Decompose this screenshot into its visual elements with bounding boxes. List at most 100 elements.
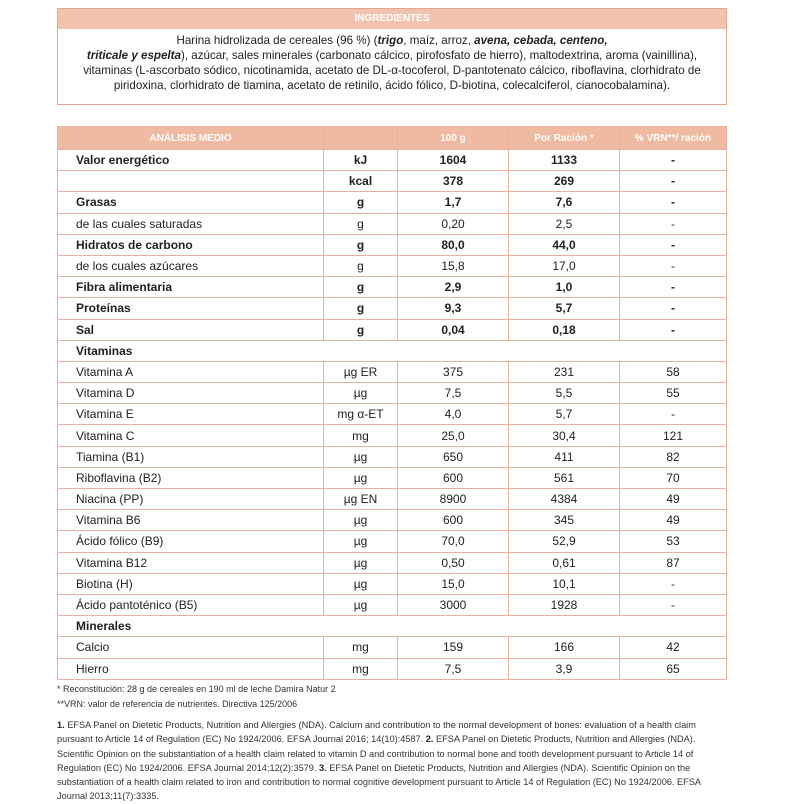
value-serving: 17,0 (508, 254, 620, 278)
nutrient-name: Niacina (PP) (57, 487, 324, 511)
value-100g: 650 (397, 445, 509, 468)
unit: g (323, 191, 398, 214)
table-row: Ácido fólico (B9) µg 70,0 52,9 53 (57, 530, 727, 553)
ingredients-text-segment: ), azúcar, sales minerales (carbonato cá… (83, 49, 701, 92)
value-100g: 25,0 (397, 424, 509, 447)
nutrient-name: Hierro (57, 657, 324, 680)
section-header: Vitaminas (57, 339, 727, 362)
unit: µg (323, 382, 398, 405)
value-100g: 0,04 (397, 318, 509, 341)
unit: mg α-ET (323, 403, 398, 426)
nutrient-name: de los cuales azúcares (57, 254, 324, 278)
unit: µg (323, 572, 398, 595)
nutrient-name: Hidratos de carbono (57, 233, 324, 256)
ingredients-title: INGREDIENTES (58, 9, 726, 29)
value-serving: 0,61 (508, 551, 620, 574)
unit: µg EN (323, 487, 398, 511)
header-cell: ANÁLISIS MEDIO (57, 126, 324, 150)
nutrient-name: Proteínas (57, 297, 324, 320)
value-serving: 4384 (508, 487, 620, 511)
value-100g: 159 (397, 636, 509, 659)
header-cell: Por Ración * (508, 126, 620, 150)
nutrient-name: Tiamina (B1) (57, 445, 324, 468)
value-serving: 52,9 (508, 530, 620, 553)
value-serving: 269 (508, 170, 620, 193)
vrn-percent: - (619, 254, 727, 278)
ingredients-text-segment: trigo (377, 34, 404, 47)
value-100g: 7,5 (397, 382, 509, 405)
nutrient-name: Riboflavina (B2) (57, 466, 324, 490)
unit: mg (323, 636, 398, 659)
header-row: ANÁLISIS MEDIO 100 g Por Ración *% VRN**/ … (57, 126, 727, 150)
reference-text: EFSA Panel on Dietetic Products, Nutriti… (57, 720, 696, 745)
value-serving: 5,7 (508, 297, 620, 320)
footnote: * Reconstitución: 28 g de cereales en 19… (57, 684, 336, 694)
nutrient-name: Grasas (57, 191, 324, 214)
nutrient-name: Vitamina D (57, 382, 324, 405)
section-header: Minerales (57, 615, 727, 638)
vrn-percent: - (619, 593, 727, 617)
vrn-percent: - (619, 170, 727, 193)
value-serving: 1928 (508, 593, 620, 617)
table-row: Sal g 0,04 0,18- (57, 318, 727, 341)
vrn-percent: - (619, 233, 727, 256)
unit: µg (323, 593, 398, 617)
table-row: Calcio mg 159 166 42 (57, 636, 727, 659)
value-100g: 70,0 (397, 530, 509, 553)
value-100g: 1,7 (397, 191, 509, 214)
vrn-percent: - (619, 191, 727, 214)
nutrient-name: Vitamina E (57, 403, 324, 426)
value-100g: 600 (397, 509, 509, 532)
header-cell: 100 g (397, 126, 509, 150)
reference-number: 1. (57, 720, 65, 730)
value-100g: 2,9 (397, 276, 509, 299)
value-serving: 166 (508, 636, 620, 659)
ingredients-text-segment: , maíz, arroz, (403, 34, 475, 47)
nutrient-name: Vitamina B12 (57, 551, 324, 574)
nutrient-name: Ácido fólico (B9) (57, 530, 324, 553)
ingredients-text-segment: Harina hidrolizada de cereales (96 %) ( (176, 34, 378, 47)
table-row: Tiamina (B1) µg 650 411 82 (57, 445, 727, 468)
value-serving: 0,18 (508, 318, 620, 341)
value-100g: 8900 (397, 487, 509, 511)
value-100g: 378 (397, 170, 509, 193)
table-row: Niacina (PP) µg EN 8900 4384 49 (57, 487, 727, 511)
value-serving: 345 (508, 509, 620, 532)
table-row: de las cuales saturadas g 0,20 2,5- (57, 212, 727, 235)
nutrient-name: Sal (57, 318, 324, 341)
table-row: Vitaminas (57, 339, 727, 362)
table-row: de los cuales azúcares g 15,8 17,0- (57, 254, 727, 278)
table-row: Vitamina B12 µg 0,50 0,61 87 (57, 551, 727, 574)
value-serving: 1133 (508, 148, 620, 172)
value-serving: 2,5 (508, 212, 620, 235)
nutrient-name: Fibra alimentaria (57, 276, 324, 299)
vrn-percent: - (619, 297, 727, 320)
nutrient-name: Ácido pantoténico (B5) (57, 593, 324, 617)
unit: g (323, 233, 398, 256)
footnote: **VRN: valor de referencia de nutrientes… (57, 699, 298, 709)
vrn-percent: 53 (619, 530, 727, 553)
nutrient-name: Calcio (57, 636, 324, 659)
unit: mg (323, 657, 398, 680)
header-cell: % VRN**/ ración (619, 126, 727, 150)
vrn-percent: 55 (619, 382, 727, 405)
value-100g: 4,0 (397, 403, 509, 426)
vrn-percent: - (619, 403, 727, 426)
unit: g (323, 254, 398, 278)
table-row: Valor energético kJ 1604 1133- (57, 148, 727, 172)
table-row: Vitamina B6 µg 600 345 49 (57, 509, 727, 532)
vrn-percent: - (619, 276, 727, 299)
table-row: kcal 378 269- (57, 170, 727, 193)
vrn-percent: - (619, 318, 727, 341)
unit: g (323, 212, 398, 235)
vrn-percent: - (619, 572, 727, 595)
unit: µg (323, 466, 398, 490)
reference-text: EFSA Panel on Dietetic Products, Nutriti… (57, 734, 696, 773)
unit: µg (323, 509, 398, 532)
reference-number: 2. (425, 734, 434, 745)
vrn-percent: 121 (619, 424, 727, 447)
